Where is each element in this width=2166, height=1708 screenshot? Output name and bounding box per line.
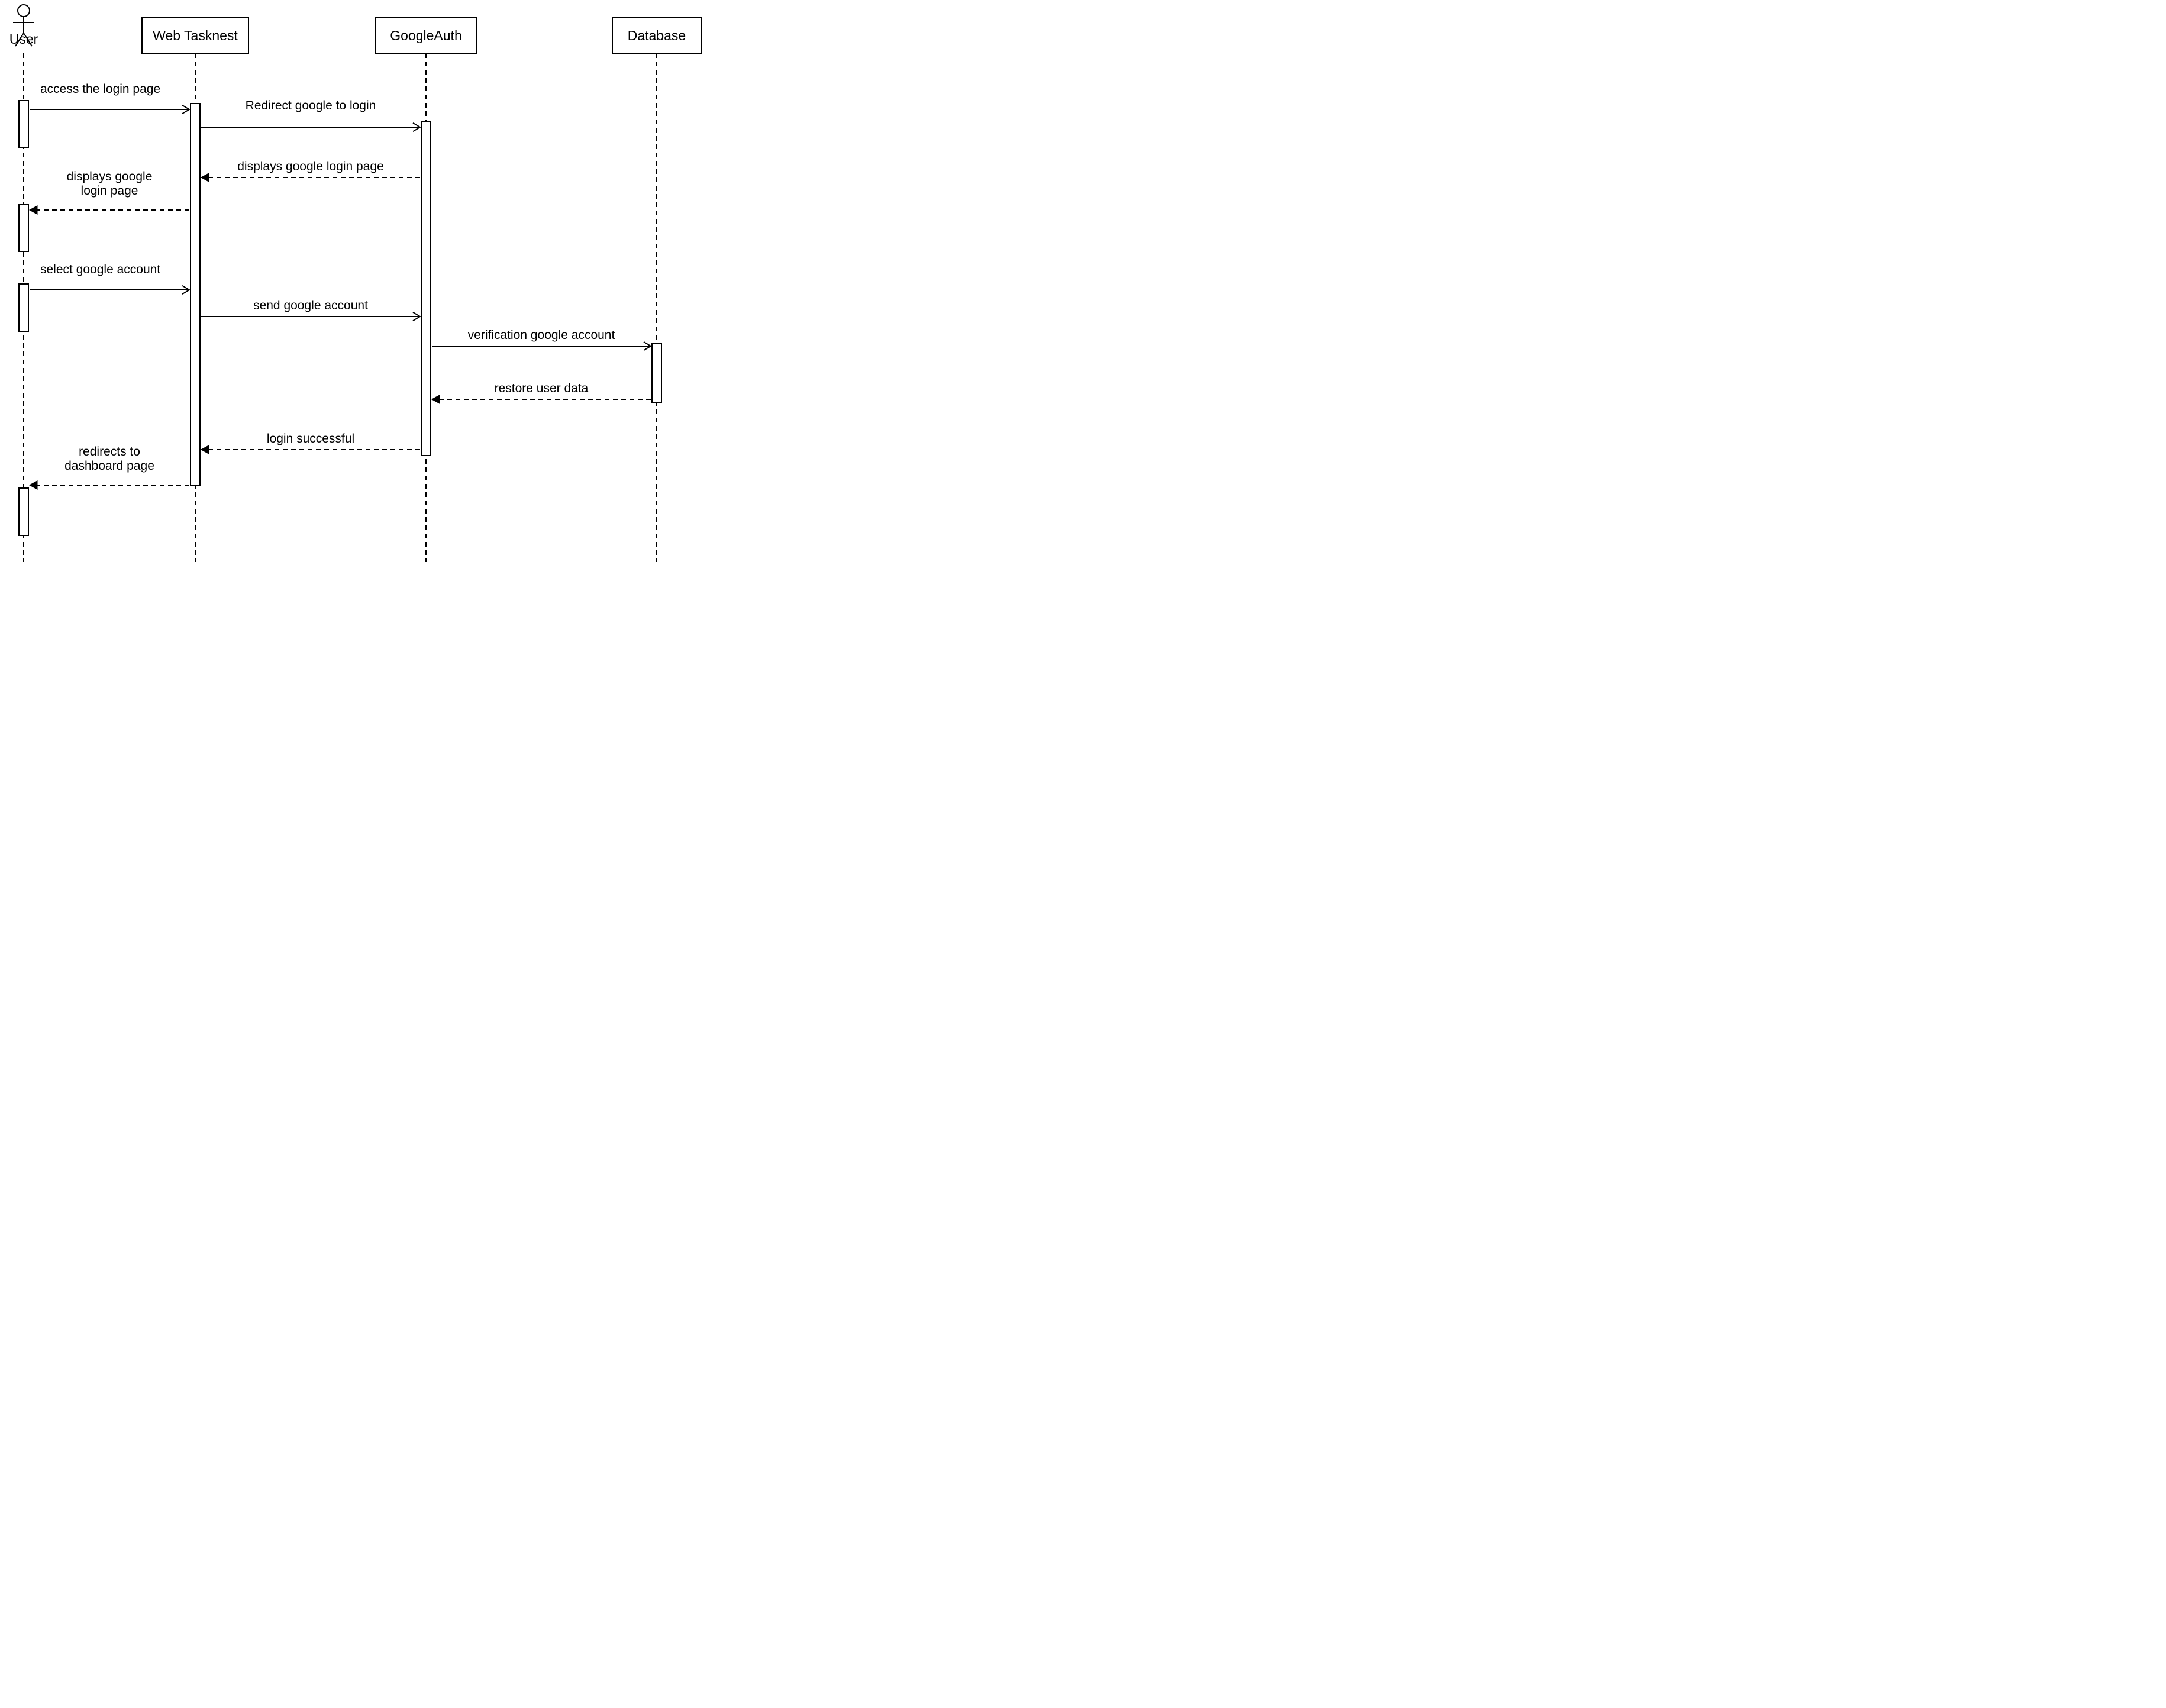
message-label-9: redirects todashboard page bbox=[64, 445, 154, 473]
activation-user-4 bbox=[19, 284, 28, 331]
activation-gauth-2 bbox=[421, 121, 431, 456]
message-label-0: access the login page bbox=[40, 82, 160, 96]
actor-user: User bbox=[9, 4, 38, 51]
message-label-1: Redirect google to login bbox=[246, 99, 376, 112]
message-label-5: send google account bbox=[253, 299, 368, 312]
actor-label: User bbox=[9, 31, 38, 47]
activation-user-3 bbox=[19, 204, 28, 251]
message-label-4: select google account bbox=[40, 263, 160, 276]
participant-label-gauth: GoogleAuth bbox=[390, 28, 461, 43]
message-label-7: restore user data bbox=[495, 382, 589, 395]
activation-user-6 bbox=[19, 488, 28, 535]
participant-label-web: Web Tasknest bbox=[153, 28, 238, 43]
participant-label-db: Database bbox=[628, 28, 686, 43]
message-label-6: verification google account bbox=[468, 328, 615, 342]
message-label-2: displays google login page bbox=[237, 160, 384, 173]
message-label-3: displays googlelogin page bbox=[67, 170, 153, 198]
activation-db-5 bbox=[652, 343, 661, 402]
message-label-8: login successful bbox=[267, 432, 354, 445]
activation-user-0 bbox=[19, 101, 28, 148]
sequence-diagram: User Web Tasknest GoogleAuth Database access… bbox=[0, 0, 722, 569]
activation-web-1 bbox=[191, 104, 200, 485]
